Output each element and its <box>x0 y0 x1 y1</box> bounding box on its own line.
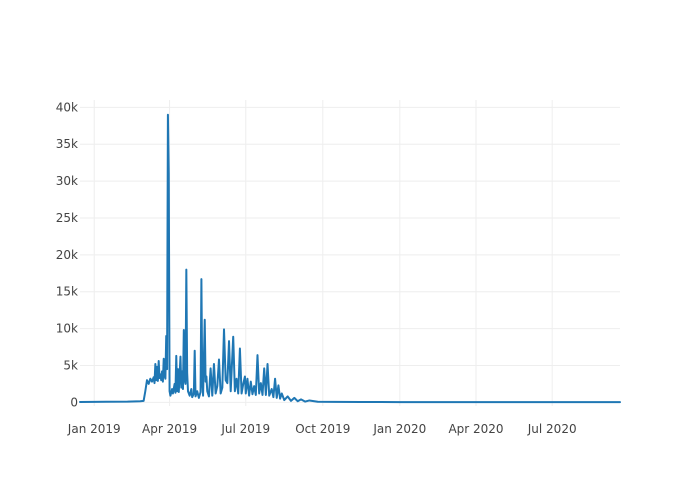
x-tick-label: Oct 2019 <box>295 422 350 436</box>
gridlines <box>80 100 620 406</box>
y-tick-label: 10k <box>56 322 78 336</box>
y-tick-label: 20k <box>56 248 78 262</box>
y-tick-label: 5k <box>63 358 78 372</box>
y-tick-label: 35k <box>56 137 78 151</box>
x-tick-label: Apr 2020 <box>448 422 503 436</box>
y-tick-label: 25k <box>56 211 78 225</box>
x-tick-label: Jan 2020 <box>372 422 426 436</box>
x-tick-label: Jul 2020 <box>527 422 577 436</box>
series-line <box>79 113 621 404</box>
series-layer <box>79 113 621 404</box>
x-tick-label: Jan 2019 <box>67 422 121 436</box>
x-tick-label: Apr 2019 <box>142 422 197 436</box>
y-tick-label: 30k <box>56 174 78 188</box>
y-axis-ticks: 0 5k 10k 15k 20k 25k 30k 35k 40k <box>56 100 78 409</box>
y-tick-label: 40k <box>56 100 78 114</box>
x-tick-label: Jul 2019 <box>220 422 270 436</box>
x-axis-ticks: Jan 2019 Apr 2019 Jul 2019 Oct 2019 Jan 2020… <box>67 422 577 436</box>
y-tick-label: 15k <box>56 285 78 299</box>
y-tick-label: 0 <box>70 395 78 409</box>
